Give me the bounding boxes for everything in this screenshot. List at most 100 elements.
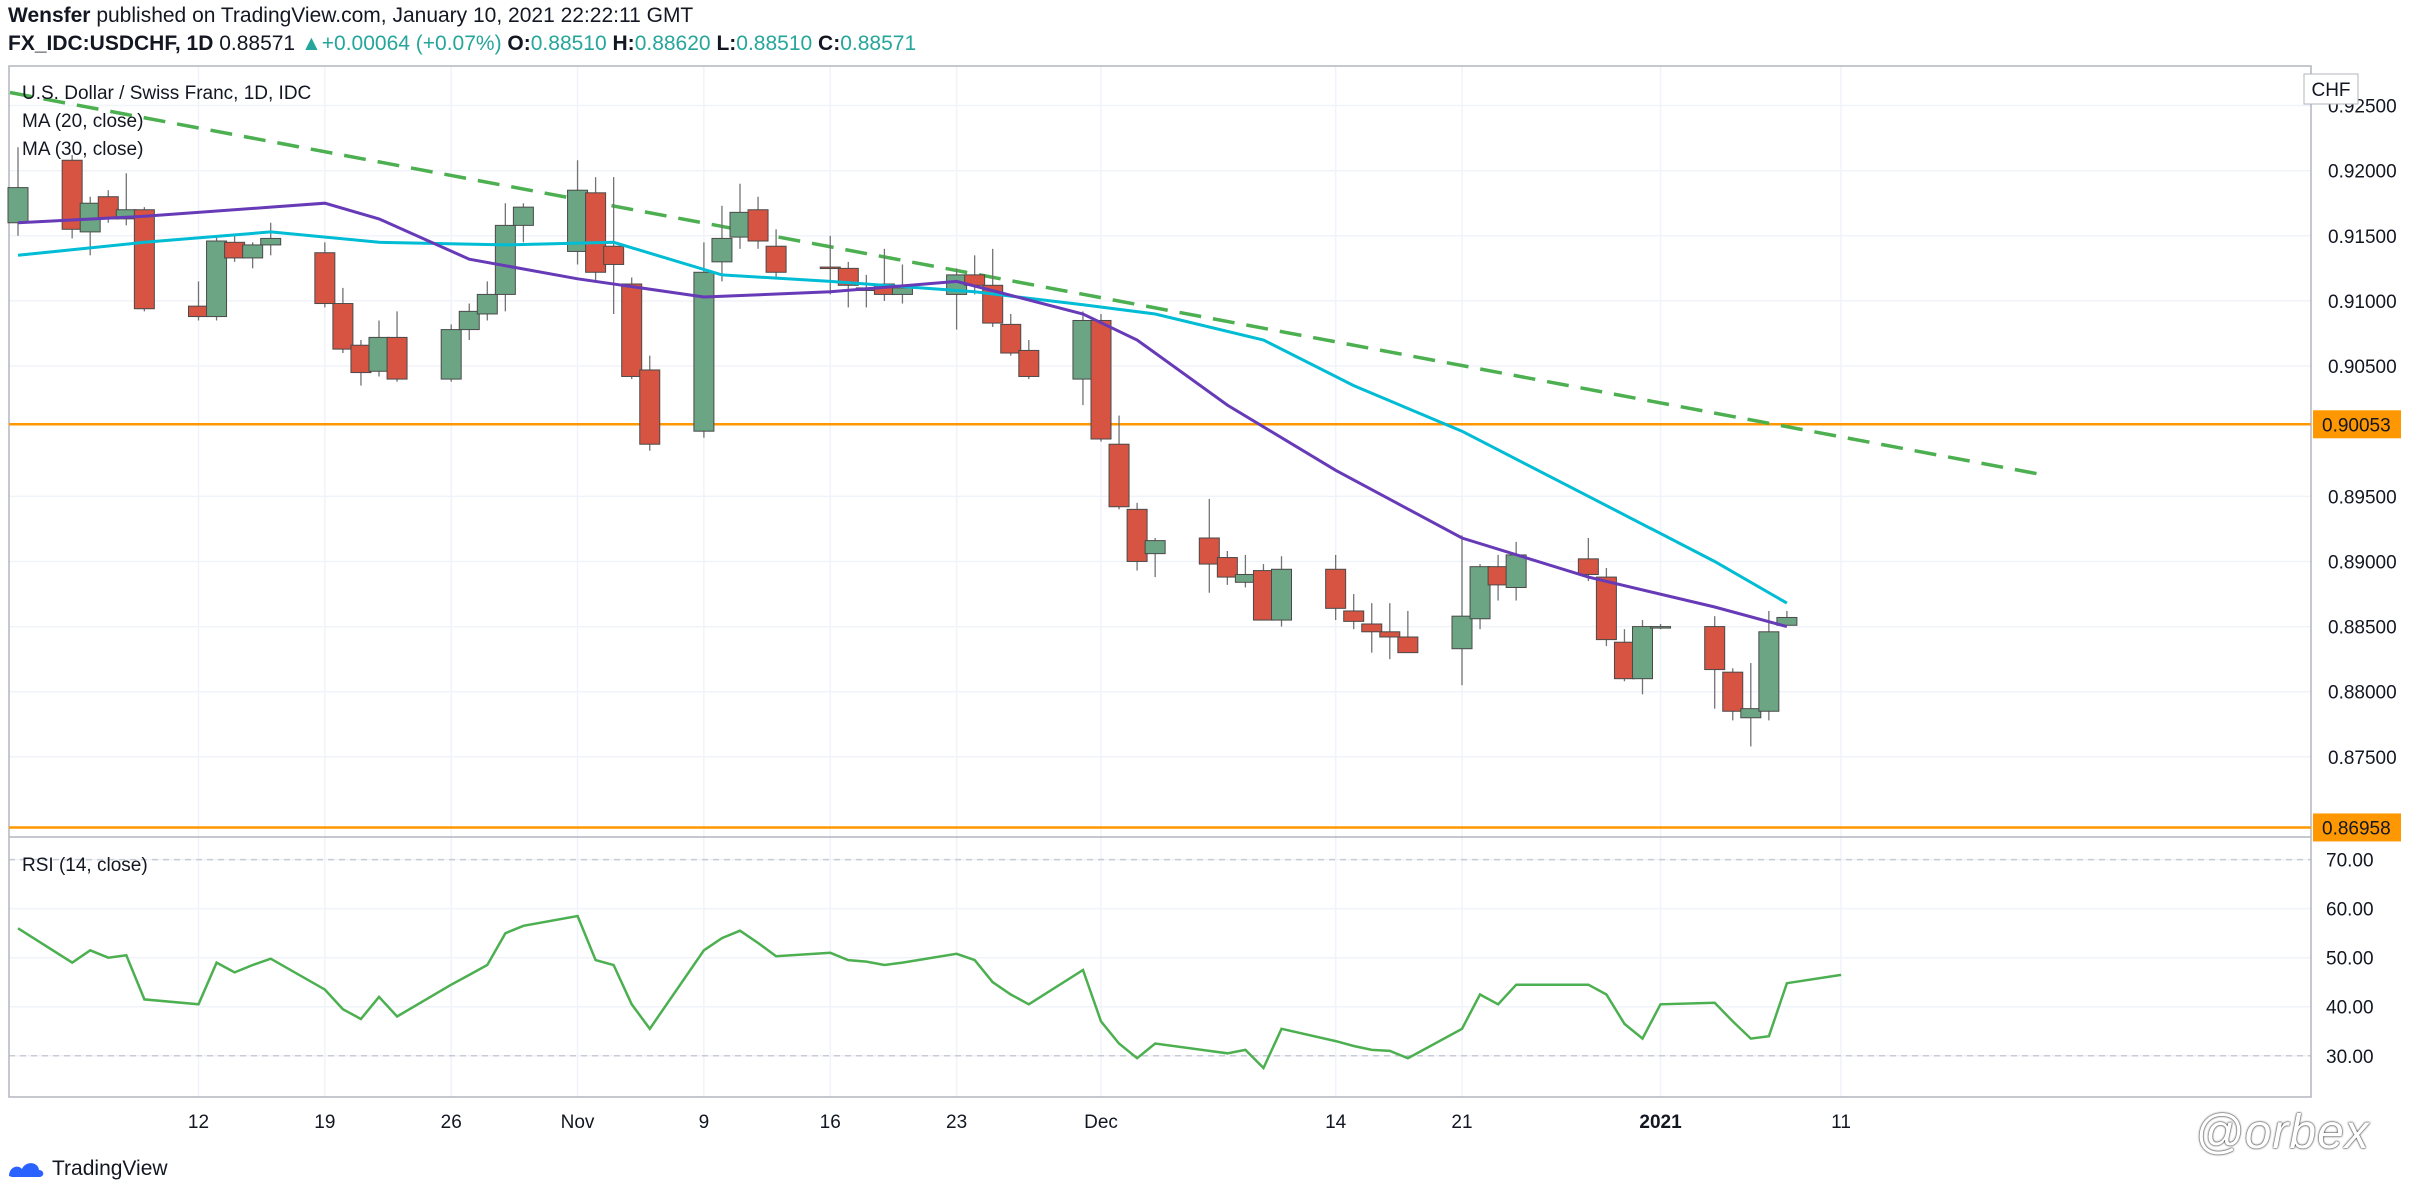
candle-down [188,305,209,318]
time-tick-label: Dec [1084,1112,1118,1133]
price-tick-label: 0.88000 [2328,683,2397,704]
moving-averages [17,201,1788,629]
candle-up [1740,708,1762,719]
candle-down [639,369,661,445]
time-tick-label: 14 [1325,1112,1347,1133]
candle-up [368,336,390,372]
rsi-line [17,914,1842,1071]
price-axis[interactable]: 0.87500 0.88000 0.88500 0.89000 0.89500 0.905… [2313,97,2401,842]
time-tick-label: 19 [314,1112,335,1133]
rsi-tick-label: 30.00 [2326,1047,2374,1068]
legend-ma20[interactable]: MA (20, close) [22,111,143,132]
candle-down [1126,508,1148,562]
candle-down [1595,576,1617,641]
candle-down [332,303,354,350]
time-tick-label: 12 [188,1112,209,1133]
candle-up [7,187,29,224]
rsi-tick-label: 40.00 [2326,998,2374,1019]
candle-down [224,241,246,259]
tradingview-brand: TradingView [52,1157,168,1180]
candle-down [1343,610,1365,622]
candle-up [440,329,462,380]
horizontal-levels[interactable] [9,423,2311,829]
candle-down [747,209,769,242]
time-tick-label: 26 [441,1112,462,1133]
last-price: 0.88571 [219,32,296,55]
candle-up [891,287,913,295]
candle-down [621,283,643,377]
candle-down [350,344,372,374]
publish-header: Wensfer published on TradingView.com, Ja… [8,4,693,28]
time-tick-label: Nov [561,1112,595,1133]
candle-down [1722,671,1744,712]
low-label: L: [716,32,737,55]
open-value: 0.88510 [530,32,607,55]
price-tick-label: 0.90500 [2328,357,2397,378]
candle-down [1577,558,1599,575]
candle-down [1397,636,1419,654]
candle-up [1758,631,1780,712]
close-value: 0.88571 [840,32,917,55]
candle-up [1144,540,1166,555]
trendline[interactable] [9,90,2040,476]
candle-down [1090,319,1112,440]
candle-up [1234,573,1256,583]
candle-down [314,252,336,305]
candle-up [1271,568,1292,621]
candle-up [242,244,264,259]
legend-title: U.S. Dollar / Swiss Franc, 1D, IDC [22,83,311,104]
horizontal-level-tag [2313,410,2401,439]
dashed-trendline [9,90,2040,476]
price-tick-label: 0.89000 [2328,552,2397,573]
price-tick-label: 0.91500 [2328,227,2397,248]
candle-down [1000,323,1022,354]
time-tick-label: 9 [699,1112,710,1133]
candle-down [133,209,155,310]
candle-up [729,211,751,238]
candle-down [97,196,119,220]
candle-up [1072,319,1094,380]
candle-down [61,159,83,230]
triangle-up-icon: ▲ [300,32,322,55]
rsi-axis[interactable]: 30.00 40.00 50.00 60.00 70.00 [2326,851,2374,1068]
time-axis[interactable]: 12 19 26 Nov 9 16 23 Dec 14 21 2021 11 [188,1112,1851,1133]
high-label: H: [612,32,635,55]
plot-frame [8,65,2312,1098]
candle-up [476,293,498,315]
tradingview-logo-icon [9,1163,44,1177]
time-tick-label: 21 [1451,1112,1472,1133]
symbol-name[interactable]: FX_IDC:USDCHF, 1D [8,32,214,55]
tradingview-logo[interactable]: TradingView [6,1157,168,1181]
legend-rsi[interactable]: RSI (14, close) [22,855,148,876]
symbol-header: FX_IDC:USDCHF, 1D 0.88571 ▲+0.00064 (+0.… [8,32,916,56]
price-tick-label: 0.88500 [2328,618,2397,639]
candle-down [585,192,607,273]
ma30-line [17,230,1788,605]
author-name[interactable]: Wensfer [8,4,91,27]
candle-down [819,266,841,270]
candle-down [1613,641,1635,680]
published-text: published on TradingView.com, January 10… [96,4,694,27]
candle-down [1108,443,1130,508]
candle-down [1379,631,1401,638]
close-label: C: [818,32,841,55]
price-tick-label: 0.87500 [2328,748,2397,769]
price-tick-label: 0.91000 [2328,292,2397,313]
candle-up [1451,615,1473,650]
horizontal-level-tag [2313,813,2401,842]
time-tick-label: 2021 [1639,1112,1682,1133]
time-tick-label: 16 [820,1112,841,1133]
candle-down [1198,537,1220,565]
candle-down [1252,570,1274,621]
grid-lines [9,66,2311,1097]
low-value: 0.88510 [736,32,813,55]
candle-up [1469,566,1491,620]
open-label: O: [507,32,531,55]
rsi-pane [17,914,1842,1071]
candle-up [512,206,534,226]
ma20-line [17,201,1788,629]
currency-box[interactable] [2303,73,2359,105]
rsi-tick-label: 70.00 [2326,851,2374,872]
legend-ma30[interactable]: MA (30, close) [22,139,143,160]
